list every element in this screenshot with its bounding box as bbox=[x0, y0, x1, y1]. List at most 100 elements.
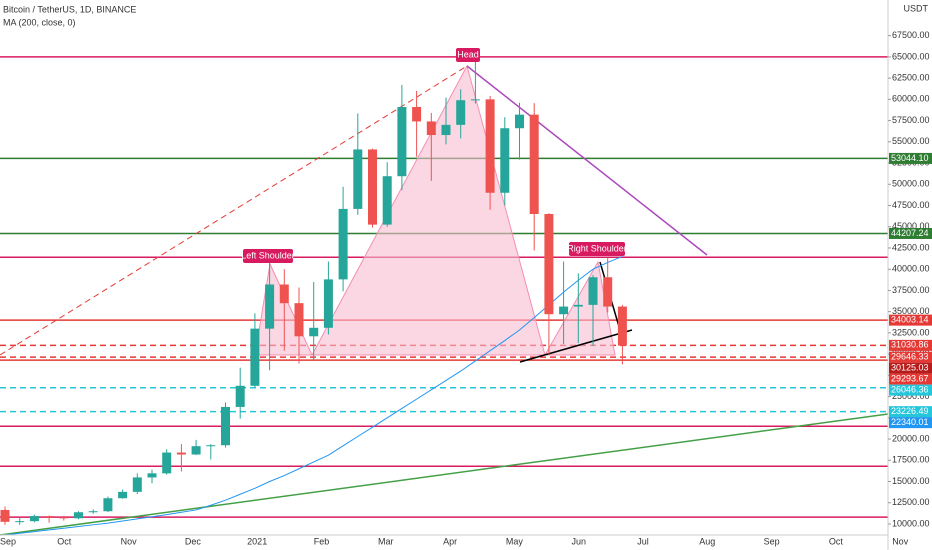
candle-body bbox=[485, 99, 495, 193]
x-tick-label: Sep bbox=[764, 536, 780, 546]
y-tick-label: 32500.00 bbox=[892, 327, 930, 337]
candle-body bbox=[603, 277, 613, 307]
price-tag-label: 30125.03 bbox=[891, 362, 929, 372]
candle-body bbox=[191, 446, 201, 455]
y-tick-label: 40000.00 bbox=[892, 264, 930, 274]
candle-body bbox=[456, 100, 466, 125]
candle-body bbox=[103, 498, 113, 512]
annotation-text: Head bbox=[457, 49, 479, 59]
y-tick-label: 67500.00 bbox=[892, 30, 930, 40]
price-tag: 30125.03 bbox=[889, 362, 932, 374]
candle-body bbox=[118, 491, 128, 499]
price-tag-bg bbox=[889, 384, 932, 396]
price-tag-label: 34003.14 bbox=[891, 314, 929, 324]
price-tag-bg bbox=[889, 227, 932, 239]
x-tick-label: Dec bbox=[185, 536, 202, 546]
candle-body bbox=[338, 208, 348, 280]
y-tick-label: 17500.00 bbox=[892, 455, 930, 465]
candle-body bbox=[323, 279, 333, 328]
price-tag-label: 23226.49 bbox=[891, 406, 929, 416]
candle-body bbox=[29, 516, 39, 522]
candle-body bbox=[132, 477, 142, 492]
y-tick-label: 65000.00 bbox=[892, 51, 930, 61]
plot bbox=[0, 58, 627, 536]
candle-body bbox=[235, 385, 245, 407]
currency: USDT bbox=[904, 3, 929, 13]
candle-body bbox=[412, 107, 422, 122]
x-tick-label: 2021 bbox=[247, 536, 267, 546]
candle-body bbox=[44, 516, 54, 518]
x-tick-label: Apr bbox=[443, 536, 457, 546]
candle-body bbox=[368, 149, 377, 225]
y-tick-label: 35000.00 bbox=[892, 306, 930, 316]
x-tick-label: Nov bbox=[892, 536, 909, 546]
price-tag: 29293.67 bbox=[889, 373, 932, 385]
candle-body bbox=[147, 473, 157, 478]
candle-body bbox=[309, 327, 319, 337]
candle-body bbox=[426, 121, 436, 136]
y-tick-label: 55000.00 bbox=[892, 136, 930, 146]
chart-title: Bitcoin / TetherUS, 1D, BINANCE bbox=[3, 4, 136, 14]
x-tick-label: Nov bbox=[121, 536, 138, 546]
y-tick-label: 60000.00 bbox=[892, 94, 930, 104]
candle-body bbox=[617, 306, 627, 346]
y-tick-label: 25000.00 bbox=[892, 391, 930, 401]
price-tag: 23226.49 bbox=[889, 406, 932, 418]
y-tick-label: 20000.00 bbox=[892, 433, 930, 443]
y-tick-label: 57500.00 bbox=[892, 115, 930, 125]
y-tick-label: 62500.00 bbox=[892, 73, 930, 83]
candle-body bbox=[59, 517, 69, 519]
candle-body bbox=[353, 149, 363, 209]
candle-body bbox=[206, 445, 216, 447]
axes: 10000.00 12500.00 15000.00 17500.00 20000.00… bbox=[0, 30, 932, 546]
candle-body bbox=[279, 284, 289, 304]
annotation: Head bbox=[456, 48, 480, 62]
x-tick-label: Sep bbox=[0, 536, 16, 546]
y-tick-label: 37500.00 bbox=[892, 285, 930, 295]
y-tick-label: 15000.00 bbox=[892, 476, 930, 486]
x-tick-label: Oct bbox=[829, 536, 844, 546]
candle-body bbox=[515, 114, 524, 129]
price-tag-bg bbox=[889, 417, 932, 429]
price-tag-label: 53044.10 bbox=[891, 153, 929, 163]
price-tag: 34003.14 bbox=[889, 314, 932, 326]
price-tag: 53044.10 bbox=[889, 153, 932, 164]
annotation: Right Shoulder bbox=[567, 242, 627, 256]
price-tag-label: 22340.01 bbox=[891, 417, 929, 427]
x-tick-label: Jul bbox=[637, 536, 649, 546]
candle-body bbox=[0, 509, 10, 522]
candle-body bbox=[88, 511, 98, 513]
y-tick-label: 12500.00 bbox=[892, 497, 930, 507]
price-tag-bg bbox=[889, 339, 932, 351]
candle-body bbox=[397, 107, 407, 177]
candle-body bbox=[382, 176, 392, 225]
price-tag-bg bbox=[889, 152, 932, 164]
x-tick-label: Jun bbox=[571, 536, 586, 546]
annotation-text: Left Shoulder bbox=[241, 250, 295, 260]
price-tag-label: 31030.86 bbox=[891, 340, 929, 350]
candle-body bbox=[250, 328, 260, 386]
trend-line bbox=[0, 413, 889, 536]
candle-body bbox=[15, 521, 25, 523]
annotation-text: Right Shoulder bbox=[567, 243, 627, 253]
y-tick-label: 42500.00 bbox=[892, 242, 930, 252]
candle-body bbox=[500, 128, 510, 193]
x-tick-label: Feb bbox=[314, 536, 330, 546]
candle-body bbox=[294, 303, 304, 337]
price-tag-label: 29293.67 bbox=[891, 373, 929, 383]
candle-body bbox=[588, 277, 598, 305]
y-tick-label: 47500.00 bbox=[892, 200, 930, 210]
ma-line bbox=[4, 255, 623, 536]
candle-body bbox=[441, 124, 451, 136]
candle-body bbox=[221, 406, 230, 446]
candle-body bbox=[162, 452, 172, 474]
x-tick-label: Oct bbox=[57, 536, 72, 546]
indicator-name: MA (200, close, 0) bbox=[3, 17, 76, 27]
price-tag-label: 26046.36 bbox=[891, 384, 929, 394]
candle-body bbox=[559, 306, 569, 315]
x-tick-label: Aug bbox=[699, 536, 715, 546]
price-tag-bg bbox=[889, 373, 932, 385]
y-tick-label: 10000.00 bbox=[892, 518, 930, 528]
candle-body bbox=[265, 284, 275, 329]
